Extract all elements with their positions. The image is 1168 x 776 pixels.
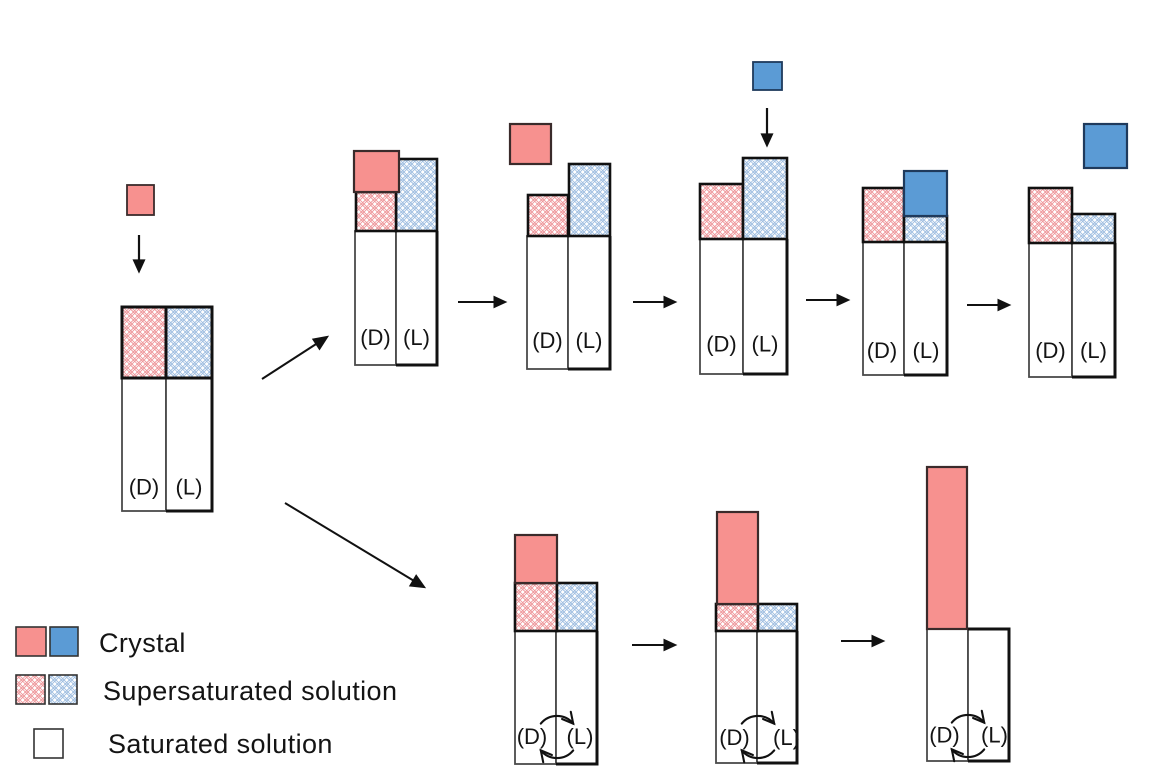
svg-text:(D): (D)	[719, 725, 750, 750]
svg-text:Crystal: Crystal	[99, 628, 186, 658]
svg-text:(L): (L)	[913, 338, 940, 363]
svg-text:(L): (L)	[752, 332, 779, 357]
svg-text:(L): (L)	[981, 723, 1008, 748]
svg-text:(D): (D)	[517, 724, 548, 749]
svg-text:(L): (L)	[576, 328, 603, 353]
svg-text:(D): (D)	[1035, 338, 1066, 363]
svg-text:(L): (L)	[176, 475, 203, 500]
svg-text:(L): (L)	[773, 725, 800, 750]
svg-text:(D): (D)	[360, 325, 391, 350]
svg-text:(L): (L)	[567, 724, 594, 749]
svg-text:(D): (D)	[867, 338, 898, 363]
svg-text:(D): (D)	[929, 723, 960, 748]
svg-text:Supersaturated solution: Supersaturated solution	[103, 676, 397, 706]
svg-text:Saturated solution: Saturated solution	[108, 729, 333, 759]
svg-text:(L): (L)	[403, 325, 430, 350]
svg-text:(L): (L)	[1080, 338, 1107, 363]
svg-text:(D): (D)	[706, 332, 737, 357]
svg-text:(D): (D)	[532, 328, 563, 353]
svg-text:(D): (D)	[129, 475, 160, 500]
